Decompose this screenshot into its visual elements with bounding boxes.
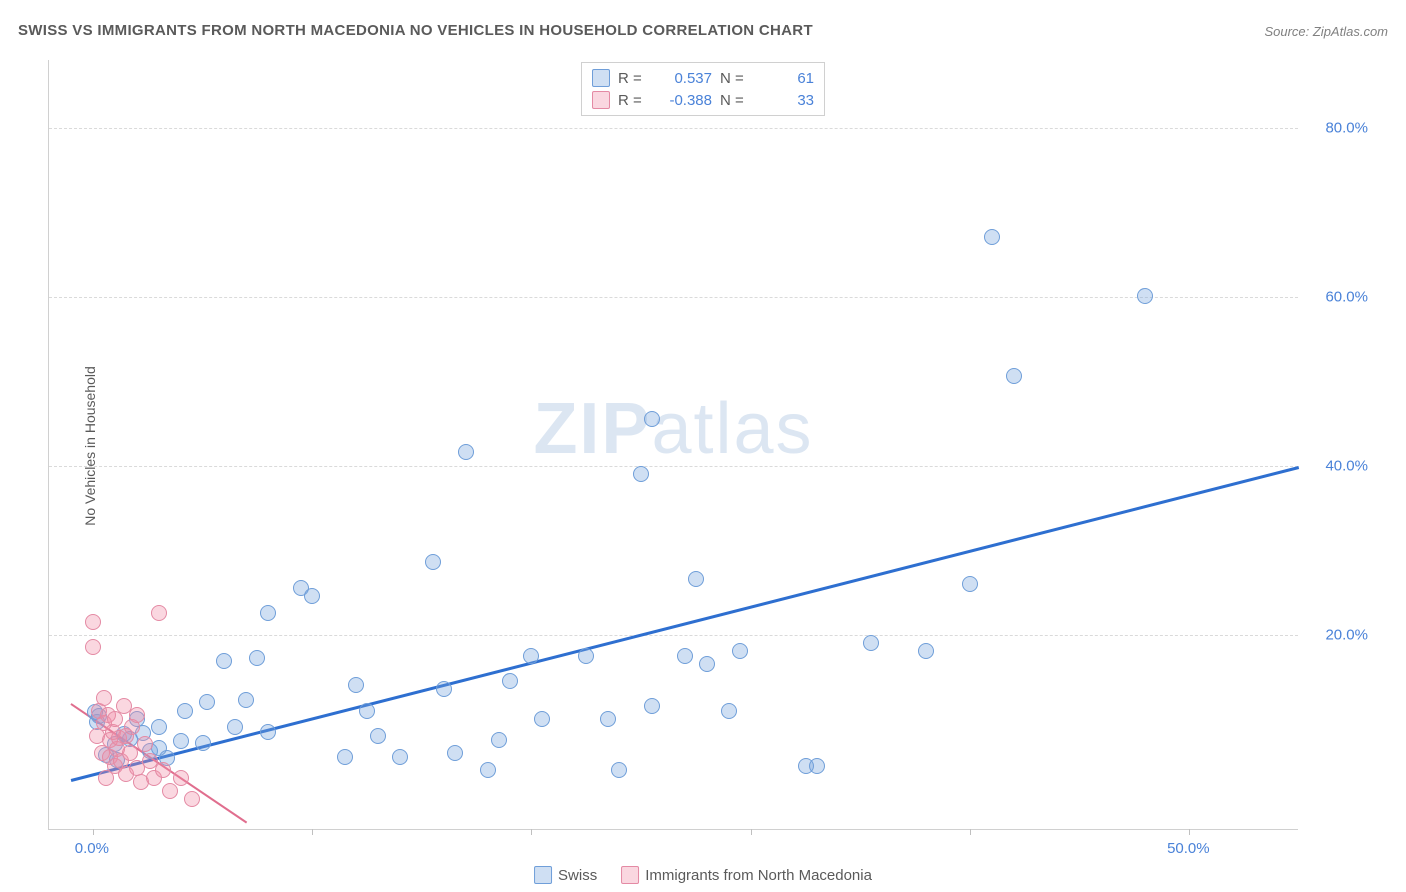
data-point bbox=[1137, 288, 1153, 304]
data-point bbox=[260, 605, 276, 621]
x-tick bbox=[531, 829, 532, 835]
y-tick-label: 80.0% bbox=[1308, 119, 1368, 136]
x-tick bbox=[1189, 829, 1190, 835]
data-point bbox=[260, 724, 276, 740]
trend-line bbox=[71, 466, 1300, 781]
data-point bbox=[199, 694, 215, 710]
n-label: N = bbox=[720, 92, 748, 109]
data-point bbox=[600, 711, 616, 727]
legend-label-macedonia: Immigrants from North Macedonia bbox=[645, 867, 872, 884]
swatch-swiss bbox=[534, 866, 552, 884]
data-point bbox=[359, 703, 375, 719]
data-point bbox=[195, 735, 211, 751]
data-point bbox=[918, 643, 934, 659]
n-value-macedonia: 33 bbox=[756, 92, 814, 109]
gridline bbox=[49, 466, 1298, 467]
swatch-swiss bbox=[592, 69, 610, 87]
gridline bbox=[49, 635, 1298, 636]
data-point bbox=[809, 758, 825, 774]
legend-item-macedonia: Immigrants from North Macedonia bbox=[621, 866, 872, 884]
data-point bbox=[155, 762, 171, 778]
data-point bbox=[177, 703, 193, 719]
swatch-macedonia bbox=[592, 91, 610, 109]
swatch-macedonia bbox=[621, 866, 639, 884]
data-point bbox=[1006, 368, 1022, 384]
data-point bbox=[370, 728, 386, 744]
data-point bbox=[304, 588, 320, 604]
gridline bbox=[49, 128, 1298, 129]
correlation-legend: R = 0.537 N = 61 R = -0.388 N = 33 bbox=[581, 62, 825, 116]
data-point bbox=[216, 653, 232, 669]
data-point bbox=[122, 745, 138, 761]
r-label: R = bbox=[618, 92, 646, 109]
data-point bbox=[162, 783, 178, 799]
data-point bbox=[458, 444, 474, 460]
x-tick-label: 0.0% bbox=[75, 840, 109, 857]
data-point bbox=[173, 733, 189, 749]
series-legend: Swiss Immigrants from North Macedonia bbox=[534, 866, 872, 884]
legend-row-swiss: R = 0.537 N = 61 bbox=[592, 67, 814, 89]
x-tick bbox=[312, 829, 313, 835]
data-point bbox=[502, 673, 518, 689]
n-value-swiss: 61 bbox=[756, 70, 814, 87]
data-point bbox=[151, 605, 167, 621]
legend-row-macedonia: R = -0.388 N = 33 bbox=[592, 89, 814, 111]
chart-title: SWISS VS IMMIGRANTS FROM NORTH MACEDONIA… bbox=[18, 22, 813, 39]
data-point bbox=[633, 466, 649, 482]
data-point bbox=[227, 719, 243, 735]
data-point bbox=[173, 770, 189, 786]
data-point bbox=[425, 554, 441, 570]
n-label: N = bbox=[720, 70, 748, 87]
data-point bbox=[249, 650, 265, 666]
data-point bbox=[85, 639, 101, 655]
data-point bbox=[392, 749, 408, 765]
data-point bbox=[732, 643, 748, 659]
data-point bbox=[151, 719, 167, 735]
data-point bbox=[984, 229, 1000, 245]
data-point bbox=[129, 707, 145, 723]
data-point bbox=[644, 698, 660, 714]
data-point bbox=[436, 681, 452, 697]
data-point bbox=[611, 762, 627, 778]
r-value-macedonia: -0.388 bbox=[654, 92, 712, 109]
source-attribution: Source: ZipAtlas.com bbox=[1264, 24, 1388, 39]
data-point bbox=[491, 732, 507, 748]
scatter-plot-area: ZIPatlas 20.0%40.0%60.0%80.0% bbox=[48, 60, 1298, 830]
data-point bbox=[578, 648, 594, 664]
y-tick-label: 20.0% bbox=[1308, 627, 1368, 644]
data-point bbox=[699, 656, 715, 672]
data-point bbox=[863, 635, 879, 651]
data-point bbox=[85, 614, 101, 630]
legend-item-swiss: Swiss bbox=[534, 866, 597, 884]
data-point bbox=[962, 576, 978, 592]
x-tick bbox=[751, 829, 752, 835]
data-point bbox=[523, 648, 539, 664]
data-point bbox=[721, 703, 737, 719]
r-label: R = bbox=[618, 70, 646, 87]
data-point bbox=[137, 736, 153, 752]
data-point bbox=[534, 711, 550, 727]
data-point bbox=[644, 411, 660, 427]
data-point bbox=[677, 648, 693, 664]
data-point bbox=[688, 571, 704, 587]
data-point bbox=[96, 690, 112, 706]
data-point bbox=[480, 762, 496, 778]
data-point bbox=[447, 745, 463, 761]
legend-label-swiss: Swiss bbox=[558, 867, 597, 884]
x-tick-label: 50.0% bbox=[1167, 840, 1210, 857]
data-point bbox=[184, 791, 200, 807]
y-tick-label: 40.0% bbox=[1308, 458, 1368, 475]
data-point bbox=[337, 749, 353, 765]
y-tick-label: 60.0% bbox=[1308, 288, 1368, 305]
data-point bbox=[238, 692, 254, 708]
x-tick bbox=[970, 829, 971, 835]
r-value-swiss: 0.537 bbox=[654, 70, 712, 87]
gridline bbox=[49, 297, 1298, 298]
data-point bbox=[348, 677, 364, 693]
watermark-text: ZIPatlas bbox=[533, 388, 813, 470]
x-tick bbox=[93, 829, 94, 835]
